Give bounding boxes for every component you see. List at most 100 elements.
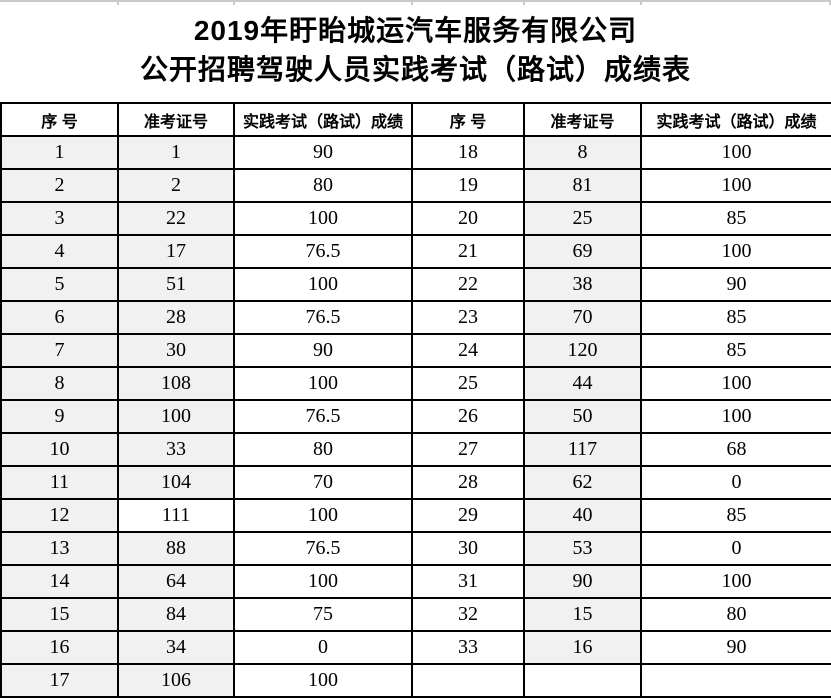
gridline-tick	[411, 0, 413, 5]
table-cell-ticket-left: 104	[117, 465, 235, 500]
table-cell-serial-left: 1	[0, 135, 119, 170]
table-cell-serial-right	[411, 663, 525, 698]
table-cell-score-right: 100	[640, 168, 831, 203]
table-cell-score-right: 0	[640, 531, 831, 566]
table-cell-score-right: 100	[640, 234, 831, 269]
table-cell-serial-right: 22	[411, 267, 525, 302]
document-title: 2019年盱眙城运汽车服务有限公司 公开招聘驾驶人员实践考试（路试）成绩表	[0, 11, 831, 89]
table-cell-serial-right: 24	[411, 333, 525, 368]
table-cell-serial-right: 25	[411, 366, 525, 401]
table-row: 13 88 76.5 30 53 0	[0, 531, 831, 566]
table-cell-serial-left: 12	[0, 498, 119, 533]
table-header-row: 序 号准考证号 实践考试（路试）成绩序 号准考证号 实践考试（路试）成绩	[0, 102, 831, 137]
table-cell-ticket-right: 117	[523, 432, 642, 467]
table-row: 11 104 70 28 62 0	[0, 465, 831, 500]
column-header-ticket-left: 准考证号	[117, 102, 235, 137]
table-cell-ticket-left: 64	[117, 564, 235, 599]
table-cell-score-left: 100	[233, 663, 413, 698]
table-cell-score-left: 76.5	[233, 399, 413, 434]
table-cell-ticket-left: 100	[117, 399, 235, 434]
table-cell-serial-left: 6	[0, 300, 119, 335]
table-cell-ticket-right: 50	[523, 399, 642, 434]
table-cell-score-right: 85	[640, 498, 831, 533]
table-row: 8 108 100 25 44 100	[0, 366, 831, 401]
gridline-tick	[117, 0, 119, 5]
table-cell-score-right: 80	[640, 597, 831, 632]
column-header-serial-left: 序 号	[0, 102, 119, 137]
table-cell-serial-left: 4	[0, 234, 119, 269]
column-header-ticket-right: 准考证号	[523, 102, 642, 137]
table-row: 17 106 100	[0, 663, 831, 698]
table-cell-ticket-right: 15	[523, 597, 642, 632]
table-cell-ticket-left: 106	[117, 663, 235, 698]
table-cell-score-right: 100	[640, 564, 831, 599]
table-cell-ticket-right: 90	[523, 564, 642, 599]
table-row: 10 33 80 27 117 68	[0, 432, 831, 467]
table-cell-serial-left: 10	[0, 432, 119, 467]
column-header-score-right: 实践考试（路试）成绩	[640, 102, 831, 137]
table-cell-ticket-left: 30	[117, 333, 235, 368]
table-cell-ticket-left: 108	[117, 366, 235, 401]
table-cell-ticket-left: 2	[117, 168, 235, 203]
gridline-tick	[523, 0, 525, 5]
title-line-1: 2019年盱眙城运汽车服务有限公司	[193, 15, 638, 46]
table-cell-serial-right: 33	[411, 630, 525, 665]
table-cell-ticket-right: 25	[523, 201, 642, 236]
table-cell-score-right: 90	[640, 630, 831, 665]
table-cell-serial-right: 23	[411, 300, 525, 335]
table-row: 15 84 75 32 15 80	[0, 597, 831, 632]
table-row: 2 2 80 19 81 100	[0, 168, 831, 203]
table-cell-score-right: 68	[640, 432, 831, 467]
table-row: 12 111 100 29 40 85	[0, 498, 831, 533]
table-cell-ticket-left: 22	[117, 201, 235, 236]
table-cell-serial-left: 16	[0, 630, 119, 665]
gridline-remnant-top	[0, 0, 831, 2]
table-row: 5 51 100 22 38 90	[0, 267, 831, 302]
table-cell-ticket-left: 111	[117, 498, 235, 533]
table-cell-score-right: 0	[640, 465, 831, 500]
table-cell-ticket-left: 28	[117, 300, 235, 335]
table-cell-score-left: 100	[233, 498, 413, 533]
table-cell-ticket-left: 1	[117, 135, 235, 170]
title-line-2: 公开招聘驾驶人员实践考试（路试）成绩表	[139, 54, 691, 85]
table-cell-serial-left: 14	[0, 564, 119, 599]
table-cell-score-right: 85	[640, 201, 831, 236]
table-cell-serial-right: 29	[411, 498, 525, 533]
table-cell-serial-left: 5	[0, 267, 119, 302]
table-cell-ticket-right: 69	[523, 234, 642, 269]
table-cell-ticket-left: 33	[117, 432, 235, 467]
table-cell-score-right: 100	[640, 135, 831, 170]
table-cell-serial-right: 19	[411, 168, 525, 203]
table-cell-score-left: 100	[233, 366, 413, 401]
gridline-tick	[233, 0, 235, 5]
table-cell-ticket-right: 62	[523, 465, 642, 500]
table-cell-serial-left: 15	[0, 597, 119, 632]
table-cell-score-left: 80	[233, 168, 413, 203]
table-cell-serial-right: 30	[411, 531, 525, 566]
table-cell-ticket-right: 53	[523, 531, 642, 566]
table-row: 7 30 90 24 120 85	[0, 333, 831, 368]
table-cell-serial-right: 31	[411, 564, 525, 599]
table-cell-serial-left: 2	[0, 168, 119, 203]
table-cell-score-left: 0	[233, 630, 413, 665]
table-cell-serial-left: 11	[0, 465, 119, 500]
column-header-serial-right: 序 号	[411, 102, 525, 137]
table-cell-ticket-right: 40	[523, 498, 642, 533]
gridline-tick	[640, 0, 642, 5]
table-cell-ticket-right: 16	[523, 630, 642, 665]
score-table: 序 号准考证号 实践考试（路试）成绩序 号准考证号 实践考试（路试）成绩 1 1 90 1…	[0, 102, 831, 698]
table-cell-score-left: 100	[233, 564, 413, 599]
table-cell-serial-left: 13	[0, 531, 119, 566]
table-cell-serial-right: 27	[411, 432, 525, 467]
table-row: 14 64 100 31 90 100	[0, 564, 831, 599]
table-cell-score-left: 100	[233, 201, 413, 236]
table-cell-score-right: 100	[640, 366, 831, 401]
table-cell-ticket-right: 44	[523, 366, 642, 401]
table-body: 1 1 90 18 8 100 2 2 80 19 81 100 3 22 100 20 25 85 4 17 76.5…	[0, 135, 831, 698]
table-row: 1 1 90 18 8 100	[0, 135, 831, 170]
table-cell-serial-left: 9	[0, 399, 119, 434]
table-cell-serial-right: 18	[411, 135, 525, 170]
table-cell-score-left: 90	[233, 135, 413, 170]
table-cell-ticket-right	[523, 663, 642, 698]
table-cell-score-left: 76.5	[233, 300, 413, 335]
